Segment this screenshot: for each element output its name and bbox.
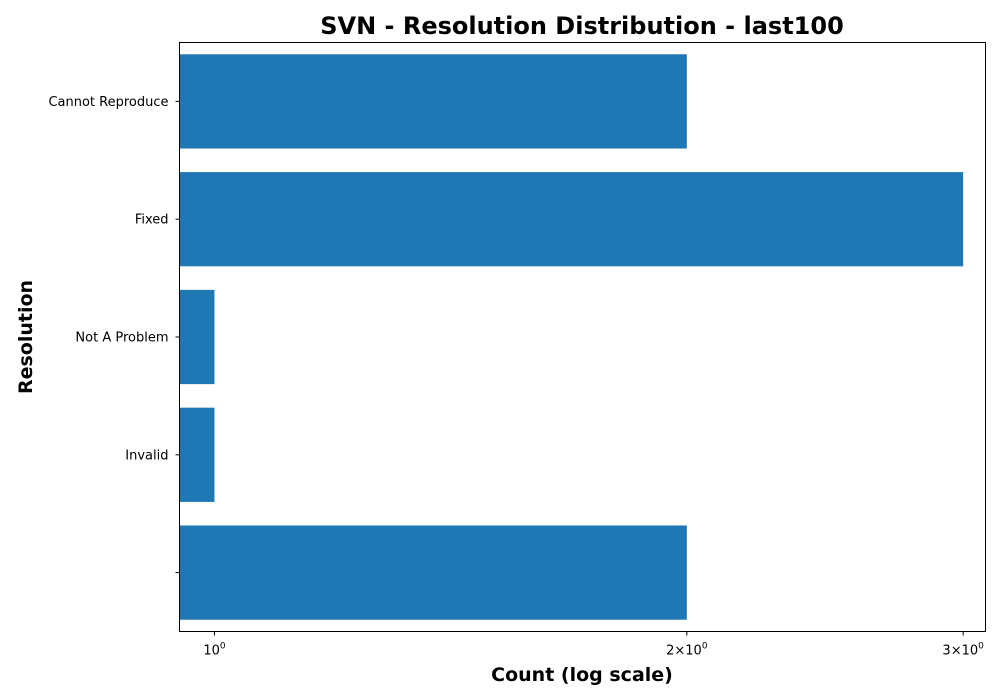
x-tick-label-1: 2×100: [666, 642, 708, 659]
x-axis-label: Count (log scale): [491, 664, 673, 686]
bar-1: [179, 407, 215, 502]
bar-4: [179, 54, 687, 149]
y-tick-label-2: Not A Problem: [75, 331, 168, 346]
x-ticks-group: 100 2×100 3×100: [203, 631, 984, 659]
bar-0: [179, 525, 687, 620]
bars-group: [179, 54, 964, 620]
y-tick-label-4: Cannot Reproduce: [48, 95, 168, 110]
plot-frame: [179, 42, 986, 632]
y-tick-label-3: Fixed: [135, 213, 169, 228]
y-ticks-group: Invalid Not A Problem Fixed Cannot Reproduc…: [48, 95, 180, 574]
x-tick-label-0: 100: [203, 642, 226, 659]
y-axis-label: Resolution: [15, 280, 37, 394]
x-tick-label-2: 3×100: [942, 642, 984, 659]
bar-2: [179, 289, 215, 385]
bar-3: [179, 172, 964, 267]
chart-title: SVN - Resolution Distribution - last100: [320, 12, 844, 40]
y-tick-label-1: Invalid: [125, 448, 168, 463]
